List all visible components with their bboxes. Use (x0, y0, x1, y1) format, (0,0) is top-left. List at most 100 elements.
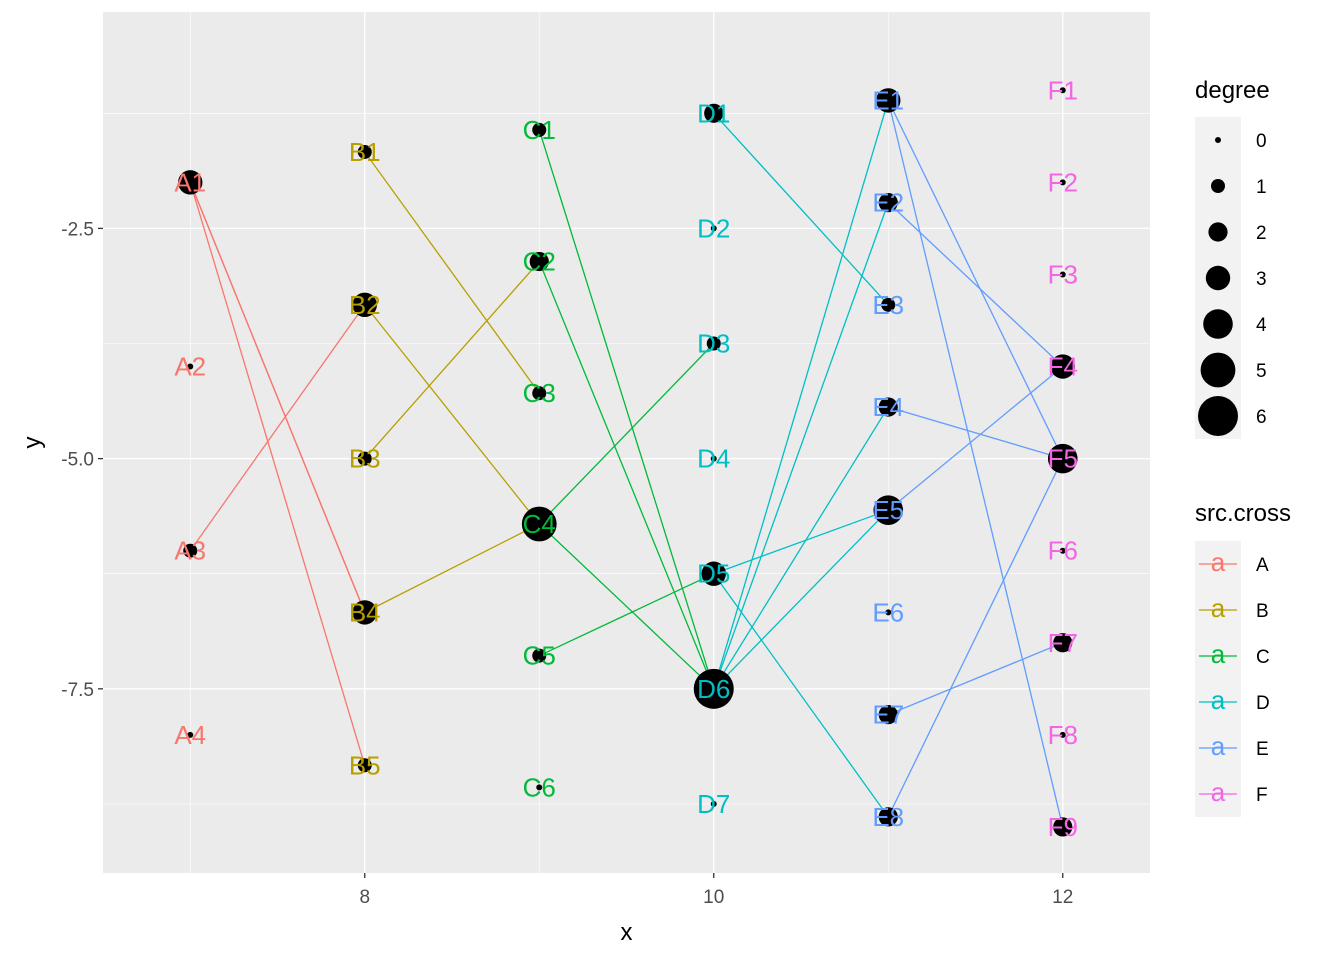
node-point-E7 (878, 705, 898, 725)
legend-src-cross-label-F: F (1256, 785, 1268, 806)
node-point-D2 (710, 225, 717, 232)
x-axis-title: x (621, 919, 633, 946)
legend-src-cross-label-C: C (1256, 647, 1270, 668)
node-label-E4: E4 (872, 392, 904, 422)
node-label-B2: B2 (349, 290, 381, 320)
node-point-F8 (1059, 731, 1066, 738)
edge-E5-F4 (887, 366, 1064, 511)
x-tick-label: 8 (359, 887, 370, 908)
node-label-A2: A2 (174, 352, 206, 382)
node-label-D6: D6 (697, 674, 730, 704)
edge-E2-F4 (887, 202, 1064, 368)
node-point-B1 (357, 144, 372, 159)
node-label-D5: D5 (697, 559, 730, 589)
legend-src-cross: src.cross a Aa Ba Ca Da Ea F (1195, 500, 1291, 817)
legend-degree-label: 5 (1256, 361, 1267, 382)
node-point-F5 (1047, 443, 1078, 474)
node-label-C2: C2 (523, 247, 556, 277)
node-label-D4: D4 (697, 444, 730, 474)
node-label-B3: B3 (349, 444, 381, 474)
y-tick-label: -2.5 (61, 219, 94, 240)
node-point-B2 (352, 292, 377, 318)
node-point-C6 (536, 784, 543, 791)
edge-D6-E4 (713, 406, 889, 690)
node-label-C3: C3 (523, 378, 556, 408)
legend-degree-label: 1 (1256, 177, 1267, 198)
node-point-A4 (187, 731, 194, 738)
legend-src-cross-label-E: E (1256, 739, 1269, 760)
edge-C4-D3 (538, 343, 715, 525)
node-label-D2: D2 (697, 213, 730, 243)
node-label-F1: F1 (1048, 75, 1078, 105)
node-label-F2: F2 (1048, 167, 1078, 197)
node-label-F5: F5 (1048, 444, 1078, 474)
edge-D1-E3 (713, 112, 889, 306)
grid-lines (103, 12, 1150, 873)
edges (189, 100, 1064, 828)
node-point-F7 (1053, 633, 1073, 653)
node-label-B5: B5 (349, 750, 381, 780)
node-point-E3 (881, 297, 896, 312)
node-label-D3: D3 (697, 329, 730, 359)
y-tick-label: -7.5 (61, 680, 94, 701)
edge-C2-D6 (538, 261, 715, 690)
node-label-B1: B1 (349, 137, 381, 167)
x-tick-label: 10 (703, 887, 724, 908)
node-label-D1: D1 (697, 98, 730, 128)
node-point-A3 (183, 543, 198, 558)
edge-D6-E5 (713, 509, 889, 690)
edge-C5-D5 (538, 573, 715, 657)
node-point-E5 (873, 495, 904, 525)
legend-degree-label: 4 (1256, 315, 1267, 336)
node-point-B3 (357, 451, 372, 466)
node-point-C4 (521, 506, 557, 542)
legend-degree-key-2 (1208, 222, 1228, 242)
legend-degree-label: 3 (1256, 269, 1267, 290)
axes: 8 10 12 -2.5 -5.0 -7.5 (61, 219, 1073, 908)
node-point-A1 (178, 170, 203, 195)
node-point-D1 (704, 103, 724, 123)
legend-src-cross-glyph-B: a (1211, 593, 1226, 623)
node-point-E1 (876, 88, 901, 113)
edge-E1-F9 (887, 100, 1064, 828)
node-label-E2: E2 (872, 188, 904, 218)
node-point-F1 (1059, 87, 1066, 94)
node-point-C2 (529, 251, 549, 272)
nodes (178, 87, 1078, 837)
legend-degree-label: 0 (1256, 131, 1267, 152)
node-point-B4 (352, 600, 377, 625)
legend-degree-key-6 (1198, 396, 1238, 436)
y-tick-label: -5.0 (61, 450, 94, 471)
node-point-D5 (701, 561, 726, 586)
node-label-A1: A1 (174, 167, 206, 197)
legend-degree-key-1 (1211, 179, 1225, 193)
node-point-F9 (1053, 817, 1073, 837)
node-point-F2 (1059, 179, 1066, 186)
node-point-E8 (878, 807, 898, 827)
legend-src-cross-glyph-F: a (1211, 777, 1226, 807)
node-label-C1: C1 (523, 115, 556, 145)
node-label-F8: F8 (1048, 720, 1078, 750)
node-point-D4 (710, 455, 717, 462)
node-point-C3 (532, 386, 547, 401)
edge-A3-B2 (189, 304, 366, 552)
legend-degree-label: 6 (1256, 407, 1267, 428)
node-label-C6: C6 (523, 772, 556, 802)
node-label-B4: B4 (349, 597, 381, 627)
node-point-D7 (710, 800, 717, 807)
legend-src-cross-glyph-E: a (1211, 731, 1226, 761)
edge-D6-E1 (713, 100, 889, 690)
node-point-D3 (706, 336, 721, 351)
legend-src-cross-background (1195, 541, 1241, 817)
edge-C1-D6 (538, 129, 715, 690)
plot-panel (103, 12, 1150, 873)
node-label-F4: F4 (1048, 352, 1078, 382)
node-label-F3: F3 (1048, 259, 1078, 289)
node-point-B5 (357, 758, 372, 773)
node-label-E8: E8 (872, 802, 904, 832)
edge-B4-C4 (364, 523, 540, 613)
edge-B2-C4 (364, 304, 540, 525)
node-label-D7: D7 (697, 789, 730, 819)
node-point-F4 (1050, 354, 1075, 379)
